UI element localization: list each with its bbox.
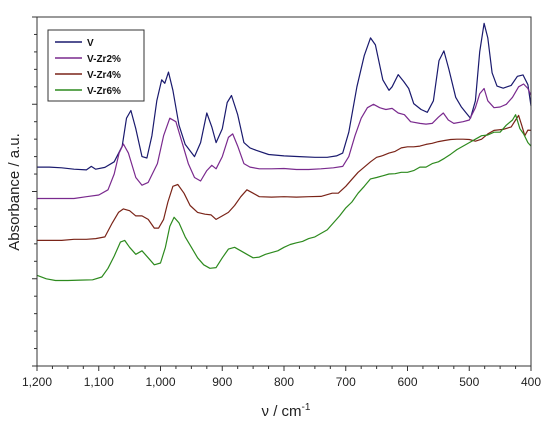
series-lines-layer — [36, 22, 532, 282]
legend-label-v-zr2: V-Zr2% — [87, 54, 121, 65]
legend-entries: V V-Zr2% V-Zr4% V-Zr6% — [55, 38, 121, 97]
x-tick-label: 1,100 — [84, 375, 114, 389]
series-line-v-zr6 — [36, 114, 532, 282]
legend: V V-Zr2% V-Zr4% V-Zr6% — [47, 29, 145, 102]
x-ticks-layer: 1,200 1,100 1,000 900 800 700 600 500 400 — [22, 366, 541, 389]
x-tick-label: 400 — [521, 375, 541, 389]
x-axis-title-superscript: -1 — [302, 402, 311, 413]
series-line-v — [37, 22, 532, 171]
series-line-v-zr4 — [37, 114, 532, 241]
legend-label-v-zr4: V-Zr4% — [87, 70, 121, 81]
x-tick-label: 1,200 — [22, 375, 52, 389]
x-tick-label: 600 — [397, 375, 417, 389]
y-axis-title: Absorbance / a.u. — [6, 133, 23, 251]
x-tick-label: 900 — [212, 375, 232, 389]
legend-label-v: V — [87, 38, 94, 49]
y-ticks-layer — [32, 16, 37, 367]
series-line-v-zr2 — [37, 83, 532, 200]
x-tick-label: 500 — [459, 375, 479, 389]
x-tick-label: 1,000 — [145, 375, 175, 389]
x-tick-label: 800 — [274, 375, 294, 389]
x-tick-label: 700 — [336, 375, 356, 389]
legend-label-v-zr6: V-Zr6% — [87, 86, 121, 97]
x-axis-title-text: ν / cm — [262, 403, 302, 420]
x-axis-title: ν / cm-1 — [262, 402, 311, 420]
